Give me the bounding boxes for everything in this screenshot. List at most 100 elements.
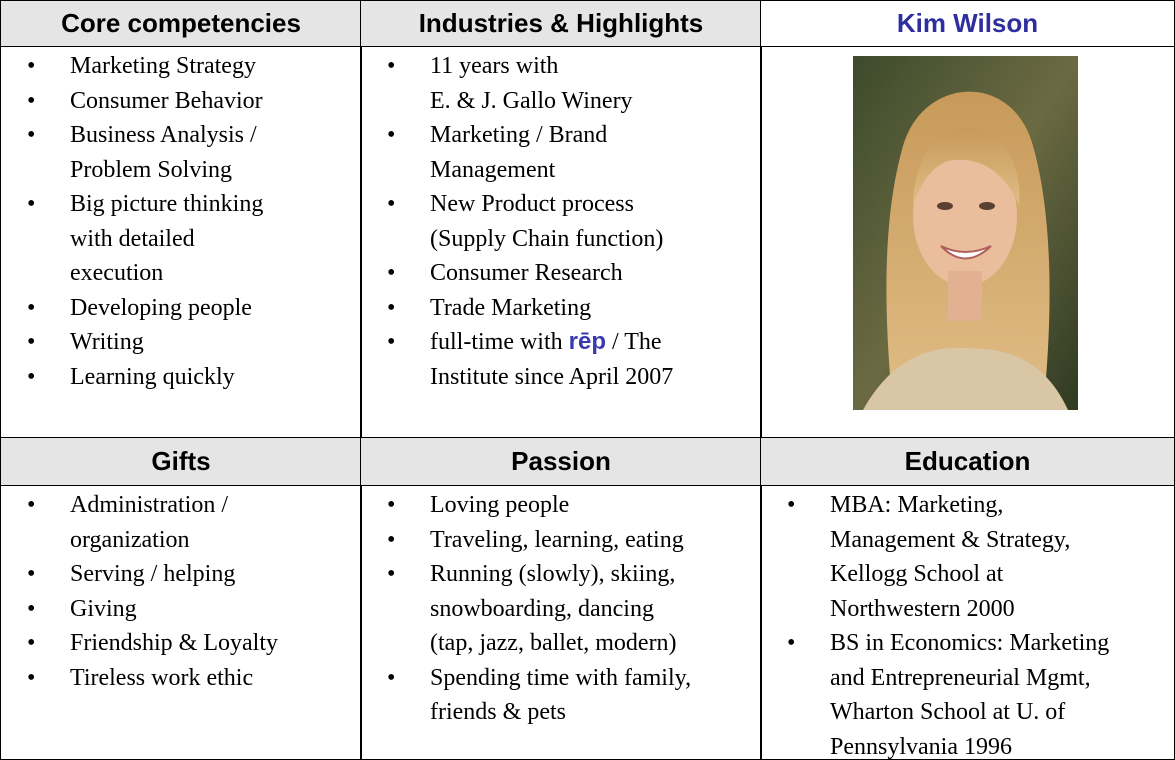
item-line: Big picture thinking	[70, 191, 264, 217]
bullet-dot: •	[27, 630, 36, 656]
bullet-item: • Big picture thinking with detailed execut…	[1, 187, 361, 291]
item-line: 11 years with	[430, 53, 559, 79]
bullet-item: • 11 years with E. & J. Gallo Winery	[361, 49, 761, 118]
bullet-item: • Serving / helping	[1, 557, 361, 592]
item-line: Tireless work ethic	[70, 664, 254, 691]
bullet-dot: •	[387, 329, 396, 355]
item-text: full-time with	[430, 329, 569, 355]
bullet-dot: •	[387, 561, 396, 587]
bullet-dot: •	[27, 363, 36, 390]
section-header: Passion	[360, 437, 762, 486]
bullet-dot: •	[787, 492, 796, 518]
item-line: (tap, jazz, ballet, modern)	[430, 630, 677, 656]
bullet-item: • Learning quickly	[1, 360, 361, 395]
section-body: • 11 years with E. & J. Gallo Winery • Marke…	[360, 46, 762, 439]
bullet-item: • Consumer Research	[361, 256, 761, 291]
bullet-dot: •	[27, 122, 36, 148]
bullet-dot: •	[387, 526, 396, 553]
item-text: / The	[606, 329, 662, 355]
item-line: MBA: Marketing,	[830, 492, 1004, 518]
item-line: Consumer Research	[430, 260, 623, 286]
bullet-item: • Marketing Strategy	[1, 49, 361, 84]
item-line: organization	[70, 526, 190, 553]
bullet-item: • Loving people	[361, 488, 761, 523]
bullet-dot: •	[27, 595, 36, 622]
item-line: Administration /	[70, 492, 228, 518]
bullet-item: • Consumer Behavior	[1, 84, 361, 119]
bullet-dot: •	[387, 664, 396, 691]
bullet-item: • Trade Marketing	[361, 291, 761, 326]
item-line: Problem Solving	[70, 156, 233, 183]
item-line: E. & J. Gallo Winery	[430, 87, 633, 114]
bullet-item: • Running (slowly), skiing, snowboarding, …	[361, 557, 761, 661]
item-line: with detailed	[70, 225, 195, 252]
bullet-item: • Administration / organization	[1, 488, 361, 557]
bullet-item: • Writing	[1, 325, 361, 360]
bullet-dot: •	[387, 53, 396, 79]
section-body: • Loving people • Traveling, learning, eati…	[360, 485, 762, 760]
bullet-item: • BS in Economics: Marketing and Entrepren…	[761, 626, 1174, 760]
bullet-dot: •	[387, 260, 396, 286]
item-line: Institute since April 2007	[430, 363, 674, 390]
item-line: Writing	[70, 329, 144, 355]
item-line: Business Analysis /	[70, 122, 257, 148]
bullet-dot: •	[27, 87, 36, 114]
item-line: Wharton School at U. of	[830, 699, 1066, 725]
section-header: Core competencies	[0, 0, 362, 47]
portrait-photo	[853, 56, 1078, 410]
portrait-image	[853, 56, 1078, 410]
item-line: Running (slowly), skiing,	[430, 561, 676, 587]
item-line: Trade Marketing	[430, 294, 592, 321]
bullet-item: • Traveling, learning, eating	[361, 523, 761, 558]
bullet-item: • Business Analysis / Problem Solving	[1, 118, 361, 187]
bullet-dot: •	[27, 492, 36, 518]
bullet-dot: •	[27, 294, 36, 321]
bullet-item: • Spending time with family, friends & pet…	[361, 661, 761, 730]
item-line: execution	[70, 260, 164, 286]
bullet-dot: •	[27, 329, 36, 355]
bullet-dot: •	[27, 664, 36, 691]
item-line: Management & Strategy,	[830, 526, 1071, 553]
bullet-dot: •	[387, 191, 396, 217]
bullet-item: • Friendship & Loyalty	[1, 626, 361, 661]
item-line: Loving people	[430, 492, 570, 518]
item-line: Traveling, learning, eating	[430, 526, 684, 553]
item-line: snowboarding, dancing	[430, 595, 654, 622]
bullet-dot: •	[27, 561, 36, 587]
bullet-item: • full-time with rēp / The Institute since…	[361, 325, 761, 394]
bullet-item: • Developing people	[1, 291, 361, 326]
bullet-dot: •	[387, 492, 396, 518]
bullet-item: • Tireless work ethic	[1, 661, 361, 696]
bullet-item: • Giving	[1, 592, 361, 627]
bullet-dot: •	[787, 630, 796, 656]
section-body: • MBA: Marketing, Management & Strategy, Ke…	[760, 485, 1175, 760]
bullet-dot: •	[27, 53, 36, 79]
item-line: full-time with rēp / The	[430, 325, 761, 360]
bullet-dot: •	[387, 122, 396, 148]
item-line: Kellogg School at	[830, 561, 1004, 587]
item-line: (Supply Chain function)	[430, 225, 664, 252]
item-line: Consumer Behavior	[70, 87, 263, 114]
section-header: Kim Wilson	[760, 0, 1175, 47]
item-line: Developing people	[70, 294, 252, 321]
item-line: Serving / helping	[70, 561, 236, 587]
item-line: friends & pets	[430, 699, 566, 725]
item-line: and Entrepreneurial Mgmt,	[830, 664, 1091, 691]
item-line: Pennsylvania 1996	[830, 733, 1012, 760]
section-header: Industries & Highlights	[360, 0, 762, 47]
section-body: • Administration / organization • Serving / …	[0, 485, 362, 760]
section-header: Education	[760, 437, 1175, 486]
item-line: Marketing Strategy	[70, 53, 256, 79]
bullet-item: • MBA: Marketing, Management & Strategy, Ke…	[761, 488, 1174, 626]
bullet-dot: •	[387, 294, 396, 321]
item-line: Northwestern 2000	[830, 595, 1015, 622]
item-line: Friendship & Loyalty	[70, 630, 278, 656]
brand-name: rēp	[568, 328, 607, 355]
item-line: Marketing / Brand	[430, 122, 608, 148]
bullet-item: • New Product process (Supply Chain functi…	[361, 187, 761, 256]
item-line: Learning quickly	[70, 363, 235, 390]
item-line: New Product process	[430, 191, 634, 217]
section-header: Gifts	[0, 437, 362, 486]
section-body: • Marketing Strategy • Consumer Behavior • Bu…	[0, 46, 362, 439]
